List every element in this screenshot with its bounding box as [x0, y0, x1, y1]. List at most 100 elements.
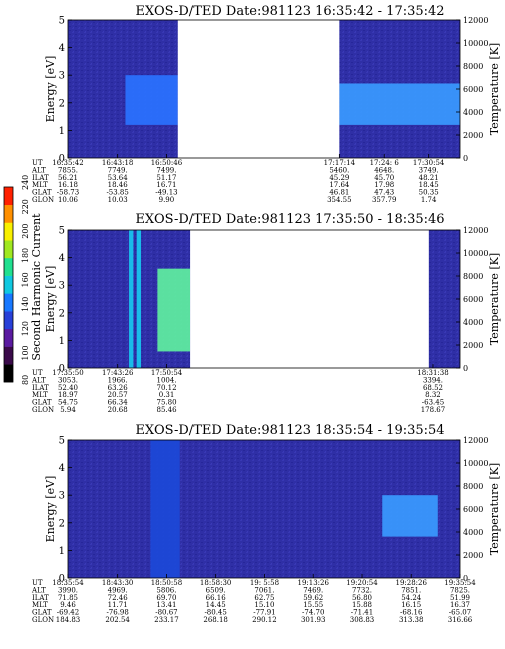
ephemeris-cell: 6509. — [206, 586, 226, 594]
energy-tick-label: 1 — [59, 336, 65, 347]
ephemeris-cell: 19: 5:58 — [250, 579, 279, 587]
temperature-tick-label: 12000 — [463, 226, 488, 235]
ephemeris-cell: 18.46 — [108, 181, 129, 189]
temperature-tick-label: 6000 — [463, 295, 483, 304]
ephemeris-row-label: GLON — [32, 616, 54, 624]
ephemeris-cell: 85.46 — [157, 406, 178, 414]
ephemeris-cell: 19:35:54 — [444, 579, 476, 587]
ephemeris-cell: 68.52 — [423, 384, 443, 392]
ephemeris-cell: -58.73 — [57, 189, 79, 197]
energy-tick-label: 5 — [59, 16, 65, 27]
ephemeris-cell: 18.45 — [419, 181, 439, 189]
ephemeris-cell: -80.45 — [204, 609, 226, 617]
panel-2-ylabel: Energy [eV] — [44, 266, 57, 333]
ephemeris-cell: 7499. — [156, 166, 176, 174]
ephemeris-cell: 5.94 — [60, 406, 76, 414]
ephemeris-cell: 4969. — [108, 586, 128, 594]
ephemeris-cell: 14.45 — [206, 601, 226, 609]
ephemeris-cell: 54.24 — [401, 594, 422, 602]
ephemeris-cell: 16:43:18 — [102, 159, 133, 167]
ephemeris-cell: 19:20:54 — [346, 579, 378, 587]
ephemeris-row-label: ALT — [31, 586, 46, 594]
panel-1-energy-ticks: 0 1 2 3 4 5 — [59, 16, 72, 165]
panel-2: EXOS-D/TED Date:981123 17:35:50 - 18:35:… — [31, 212, 501, 414]
panel-2-ephemeris-table: UTALTILATMLTGLATGLON17:35:503053.52.4018… — [31, 364, 449, 414]
energy-tick-label: 4 — [59, 253, 65, 264]
ephemeris-row-label: MLT — [32, 391, 48, 399]
temperature-tick-label: 10000 — [463, 39, 488, 48]
ephemeris-cell: 10.06 — [58, 196, 79, 204]
temperature-tick-label: 10000 — [463, 459, 488, 468]
panel-1: EXOS-D/TED Date:981123 16:35:42 - 17:35:… — [31, 4, 501, 204]
ephemeris-cell: 3749. — [419, 166, 439, 174]
ephemeris-row-label: GLAT — [32, 609, 52, 617]
colorbar-tick-label: 160 — [21, 272, 30, 287]
temperature-tick-label: 2000 — [463, 131, 483, 140]
ephemeris-row-label: UT — [32, 369, 43, 377]
colorbar-tick-label: 120 — [21, 321, 30, 336]
panel-3-temperature-ticks: 0 2000 4000 6000 8000 10000 12000 — [456, 436, 488, 583]
colorbar-swatch — [4, 257, 13, 276]
ephemeris-cell: 17.98 — [374, 181, 394, 189]
ephemeris-cell: 47.43 — [374, 189, 394, 197]
ephemeris-cell: 5460. — [329, 166, 349, 174]
panel-2-features — [129, 230, 191, 368]
ephemeris-cell: -68.16 — [400, 609, 423, 617]
ephemeris-cell: 301.93 — [301, 616, 326, 624]
ephemeris-cell: 51.17 — [156, 174, 176, 182]
ephemeris-cell: 1004. — [157, 376, 177, 384]
panel-2-temperature-ticks: 0 2000 4000 6000 8000 10000 12000 — [456, 226, 488, 373]
ephemeris-cell: 7825. — [450, 586, 470, 594]
panel-1-title: EXOS-D/TED Date:981123 16:35:42 - 17:35:… — [135, 4, 444, 19]
spectrogram-feature — [157, 268, 191, 352]
colorbar-frame — [3, 186, 14, 383]
colorbar-tick-label: 240 — [21, 175, 30, 190]
ephemeris-cell: 1966. — [108, 376, 128, 384]
ephemeris-cell: 16.18 — [58, 181, 78, 189]
ephemeris-cell: 53.64 — [108, 174, 129, 182]
panel-2-energy-ticks: 0 1 2 3 4 5 — [59, 226, 72, 375]
ephemeris-cell: 9.90 — [159, 196, 175, 204]
colorbar-swatch — [4, 293, 13, 312]
ephemeris-row-label: ILAT — [32, 594, 49, 602]
panel-3-ylabel: Energy [eV] — [44, 476, 57, 543]
ephemeris-cell: -49.13 — [155, 189, 177, 197]
ephemeris-cell: 19:13:26 — [297, 579, 329, 587]
colorbar-tick-label: 80 — [21, 375, 30, 385]
ephemeris-cell: 54.75 — [58, 399, 78, 407]
ephemeris-cell: 268.18 — [203, 616, 228, 624]
ephemeris-cell: 51.99 — [450, 594, 470, 602]
ephemeris-cell: 316.66 — [448, 616, 473, 624]
panel-3-energy-ticks: 0 1 2 3 4 5 — [59, 436, 72, 585]
energy-tick-label: 3 — [59, 281, 65, 292]
ephemeris-cell: 18:50:58 — [151, 579, 182, 587]
colorbar-tick-label: 200 — [21, 223, 30, 238]
ephemeris-cell: 56.80 — [352, 594, 372, 602]
colorbar-swatch — [4, 364, 13, 383]
temperature-tick-label: 10000 — [463, 249, 488, 258]
ephemeris-cell: 19:28:26 — [395, 579, 427, 587]
spectrogram-feature — [150, 440, 180, 578]
ephemeris-cell: 15.55 — [303, 601, 323, 609]
colorbar-tick-label: 100 — [21, 345, 30, 360]
ephemeris-cell: 18:35:54 — [52, 579, 84, 587]
ephemeris-cell: 48.21 — [419, 174, 439, 182]
temperature-tick-label: 2000 — [463, 341, 483, 350]
ephemeris-row-label: GLON — [32, 406, 54, 414]
ephemeris-cell: 15.10 — [254, 601, 274, 609]
ephemeris-cell: -76.98 — [106, 609, 128, 617]
energy-tick-label: 5 — [59, 226, 65, 237]
ephemeris-cell: 59.62 — [303, 594, 323, 602]
temperature-tick-label: 2000 — [463, 551, 483, 560]
temperature-tick-label: 12000 — [463, 436, 488, 445]
ephemeris-cell: 7732. — [352, 586, 372, 594]
panel-2-y2label: Temperature [K] — [488, 253, 501, 345]
colorbar-swatch — [4, 222, 13, 241]
ephemeris-cell: -65.07 — [449, 609, 471, 617]
ephemeris-cell: 5806. — [156, 586, 176, 594]
temperature-tick-label: 12000 — [463, 16, 488, 25]
ephemeris-cell: 3990. — [58, 586, 78, 594]
ephemeris-cell: 9.46 — [60, 601, 76, 609]
